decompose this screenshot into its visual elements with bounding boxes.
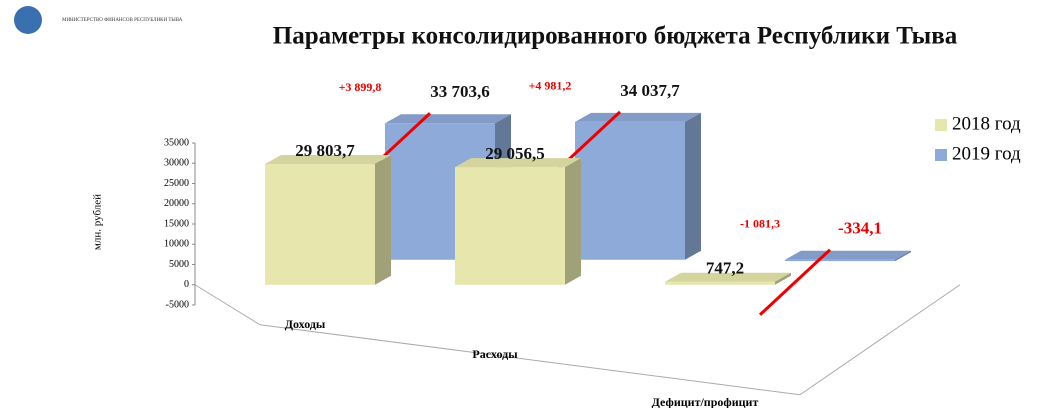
value-label: 29 803,7 <box>295 141 355 160</box>
bar-side <box>895 250 911 262</box>
y-tick-label: 25000 <box>164 178 189 189</box>
bar-top <box>455 158 581 168</box>
x-tick-label: Дефицит/профицит <box>652 395 759 408</box>
value-label: 34 037,7 <box>620 81 680 100</box>
y-tick-label: 5000 <box>169 259 189 270</box>
bar <box>575 121 685 260</box>
bar-top <box>265 155 391 165</box>
bar-top <box>665 272 791 282</box>
annotation: +4 981,2 <box>529 79 572 93</box>
x-tick-label: Расходы <box>472 347 518 361</box>
bar <box>785 259 895 262</box>
chart-title: Параметры консолидированного бюджета Рес… <box>273 23 958 50</box>
logo-text: МИНИСТЕРСТВО ФИНАНСОВ РЕСПУБЛИКИ ТЫВА <box>62 18 183 23</box>
floor <box>194 284 961 396</box>
y-tick-label: 20000 <box>164 198 189 209</box>
y-tick-label: -5000 <box>166 299 189 310</box>
bar-top <box>575 112 701 122</box>
bar <box>265 164 375 285</box>
bar-side <box>685 112 701 260</box>
arrow <box>758 248 832 316</box>
legend-label: 2019 год <box>952 143 1021 164</box>
annotation: -1 081,3 <box>740 217 780 231</box>
legend-swatch <box>935 149 947 161</box>
logo-icon <box>14 6 42 34</box>
value-label: 747,2 <box>706 259 744 278</box>
x-tick-label: Доходы <box>285 317 326 331</box>
legend-swatch <box>935 119 947 131</box>
bar-side <box>375 155 391 285</box>
annotation: +3 899,8 <box>339 80 382 94</box>
bar-side <box>565 158 581 285</box>
bar-side <box>775 272 791 285</box>
y-tick-label: 30000 <box>164 158 189 169</box>
y-tick-label: 0 <box>184 279 189 290</box>
bar <box>455 167 565 285</box>
value-label: 33 703,6 <box>430 82 490 101</box>
legend-label: 2018 год <box>952 113 1021 134</box>
y-axis-label: млн. рублей <box>92 194 104 250</box>
bar <box>665 281 775 285</box>
y-tick-label: 15000 <box>164 218 189 229</box>
bar-top <box>785 250 911 260</box>
value-label: 29 056,5 <box>485 144 545 163</box>
bar-top <box>385 114 511 124</box>
y-tick-label: 10000 <box>164 239 189 250</box>
value-label: -334,1 <box>838 219 882 238</box>
y-tick-label: 35000 <box>164 137 189 148</box>
